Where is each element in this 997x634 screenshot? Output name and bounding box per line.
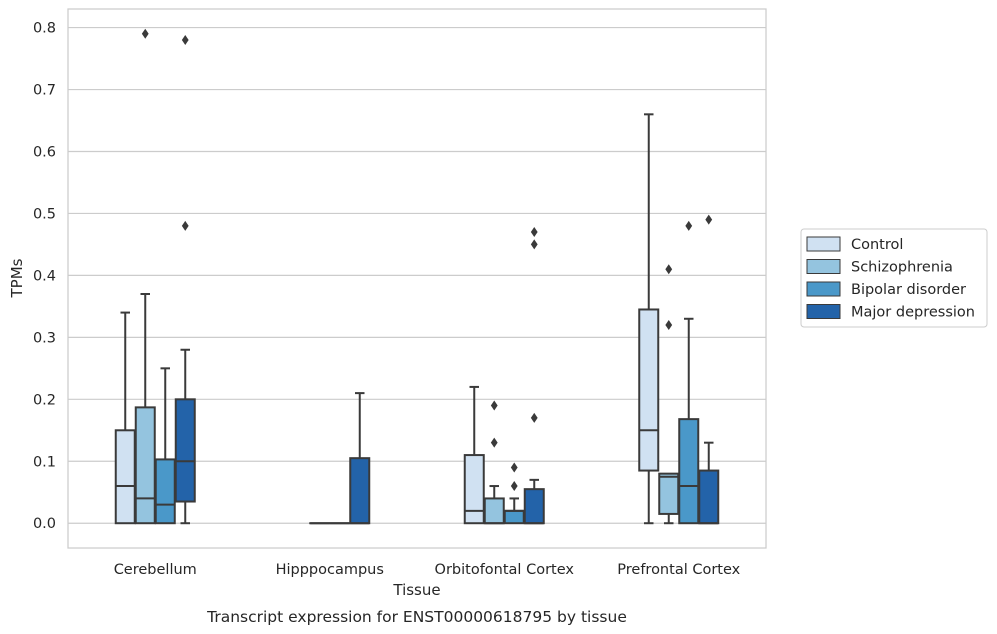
legend-entry-label: Bipolar disorder	[851, 282, 966, 298]
box-iqr	[658, 472, 680, 515]
y-axis-ticks: 0.0 0.1 0.2 0.3 0.4 0.5 0.6 0.7 0.8	[33, 21, 56, 533]
outlier-point	[181, 220, 189, 231]
y-tick-label: 0.4	[33, 268, 56, 284]
box-iqr	[174, 398, 196, 503]
box-bipolar-disorder	[154, 367, 176, 525]
outlier-point	[490, 437, 498, 448]
plot-frame	[67, 8, 767, 549]
x-axis-ticks: Cerebellum Hipppocampus Orbitofontal Corte…	[114, 562, 741, 578]
box-groups	[114, 28, 720, 525]
box-major-depression	[174, 34, 196, 525]
outlier-point	[530, 412, 538, 423]
outlier-point	[141, 28, 149, 39]
box-control	[463, 385, 485, 525]
y-tick-label: 0.6	[33, 144, 56, 160]
outlier-point	[510, 462, 518, 473]
box-iqr	[154, 458, 176, 525]
outlier-point	[530, 239, 538, 250]
box-bipolar-disorder	[503, 462, 525, 525]
x-axis-label: Tissue	[392, 581, 440, 599]
box-iqr	[463, 454, 485, 525]
box-iqr	[349, 457, 371, 525]
legend: Control Schizophrenia Bipolar disorder Majo…	[800, 228, 988, 328]
box-control	[638, 113, 660, 525]
legend-swatch	[806, 281, 841, 297]
outlier-point	[705, 214, 713, 225]
y-tick-label: 0.2	[33, 392, 56, 408]
legend-swatch	[806, 236, 841, 252]
box-bipolar-disorder	[678, 220, 700, 525]
box-iqr	[503, 509, 525, 525]
box-iqr	[114, 429, 136, 525]
x-tick-label: Hipppocampus	[276, 562, 384, 578]
outlier-point	[181, 34, 189, 45]
y-axis-label: TPMs	[8, 258, 26, 298]
outlier-point	[665, 264, 673, 275]
y-tick-label: 0.3	[33, 330, 56, 346]
box-iqr	[134, 406, 156, 525]
box-major-depression	[523, 227, 545, 525]
box-iqr	[483, 497, 505, 525]
box-iqr	[523, 488, 545, 525]
grid-lines	[68, 26, 766, 524]
outlier-point	[530, 227, 538, 238]
y-tick-label: 0.7	[33, 83, 56, 99]
outlier-point	[685, 220, 693, 231]
legend-entry-label: Schizophrenia	[851, 260, 953, 276]
legend-frame	[800, 228, 988, 328]
y-tick-label: 0.5	[33, 206, 56, 222]
x-tick-label: Prefrontal Cortex	[617, 562, 740, 578]
outlier-point	[510, 481, 518, 492]
legend-swatch	[806, 304, 841, 319]
y-tick-label: 0.1	[33, 454, 56, 470]
box-major-depression	[349, 392, 371, 525]
outlier-point	[665, 319, 673, 330]
chart-title: Transcript expression for ENST0000061879…	[206, 608, 627, 626]
box-iqr	[698, 469, 720, 525]
x-tick-label: Orbitofontal Cortex	[435, 562, 575, 578]
box-iqr	[638, 308, 660, 472]
legend-swatch	[806, 259, 841, 274]
box-control	[114, 311, 136, 525]
legend-entry-label: Control	[851, 237, 903, 253]
box-iqr	[678, 418, 700, 525]
outlier-point	[490, 400, 498, 411]
legend-entry-label: Major depression	[851, 305, 975, 321]
y-tick-label: 0.8	[33, 21, 56, 37]
box-major-depression	[698, 214, 720, 525]
box-schizophrenia	[658, 264, 680, 525]
x-tick-label: Cerebellum	[114, 562, 197, 578]
y-tick-label: 0.0	[33, 516, 56, 532]
